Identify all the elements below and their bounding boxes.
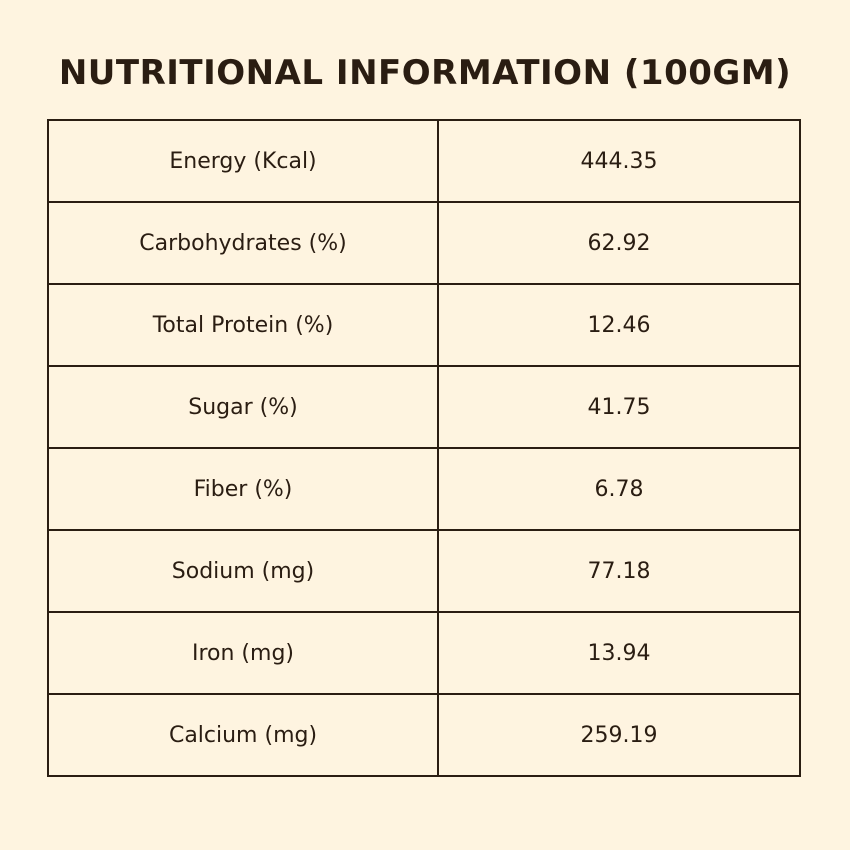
nutrient-label: Fiber (%)	[47, 447, 439, 531]
table-row: Fiber (%) 6.78	[47, 447, 801, 531]
nutrient-label: Iron (mg)	[47, 611, 439, 695]
table-row: Sugar (%) 41.75	[47, 365, 801, 449]
nutrient-value: 444.35	[437, 119, 801, 203]
table-row: Total Protein (%) 12.46	[47, 283, 801, 367]
nutrient-value: 6.78	[437, 447, 801, 531]
nutrition-table: Energy (Kcal) 444.35 Carbohydrates (%) 6…	[47, 119, 801, 777]
nutrient-label: Total Protein (%)	[47, 283, 439, 367]
nutrient-value: 77.18	[437, 529, 801, 613]
table-row: Energy (Kcal) 444.35	[47, 119, 801, 203]
nutrient-value: 13.94	[437, 611, 801, 695]
nutrient-label: Carbohydrates (%)	[47, 201, 439, 285]
page-title: NUTRITIONAL INFORMATION (100GM)	[58, 53, 792, 93]
table-row: Iron (mg) 13.94	[47, 611, 801, 695]
table-row: Sodium (mg) 77.18	[47, 529, 801, 613]
nutrient-label: Sodium (mg)	[47, 529, 439, 613]
nutrient-value: 12.46	[437, 283, 801, 367]
nutrient-label: Energy (Kcal)	[47, 119, 439, 203]
table-row: Carbohydrates (%) 62.92	[47, 201, 801, 285]
nutrient-value: 41.75	[437, 365, 801, 449]
nutrient-label: Calcium (mg)	[47, 693, 439, 777]
nutrient-value: 259.19	[437, 693, 801, 777]
table-row: Calcium (mg) 259.19	[47, 693, 801, 777]
nutrient-label: Sugar (%)	[47, 365, 439, 449]
nutrient-value: 62.92	[437, 201, 801, 285]
